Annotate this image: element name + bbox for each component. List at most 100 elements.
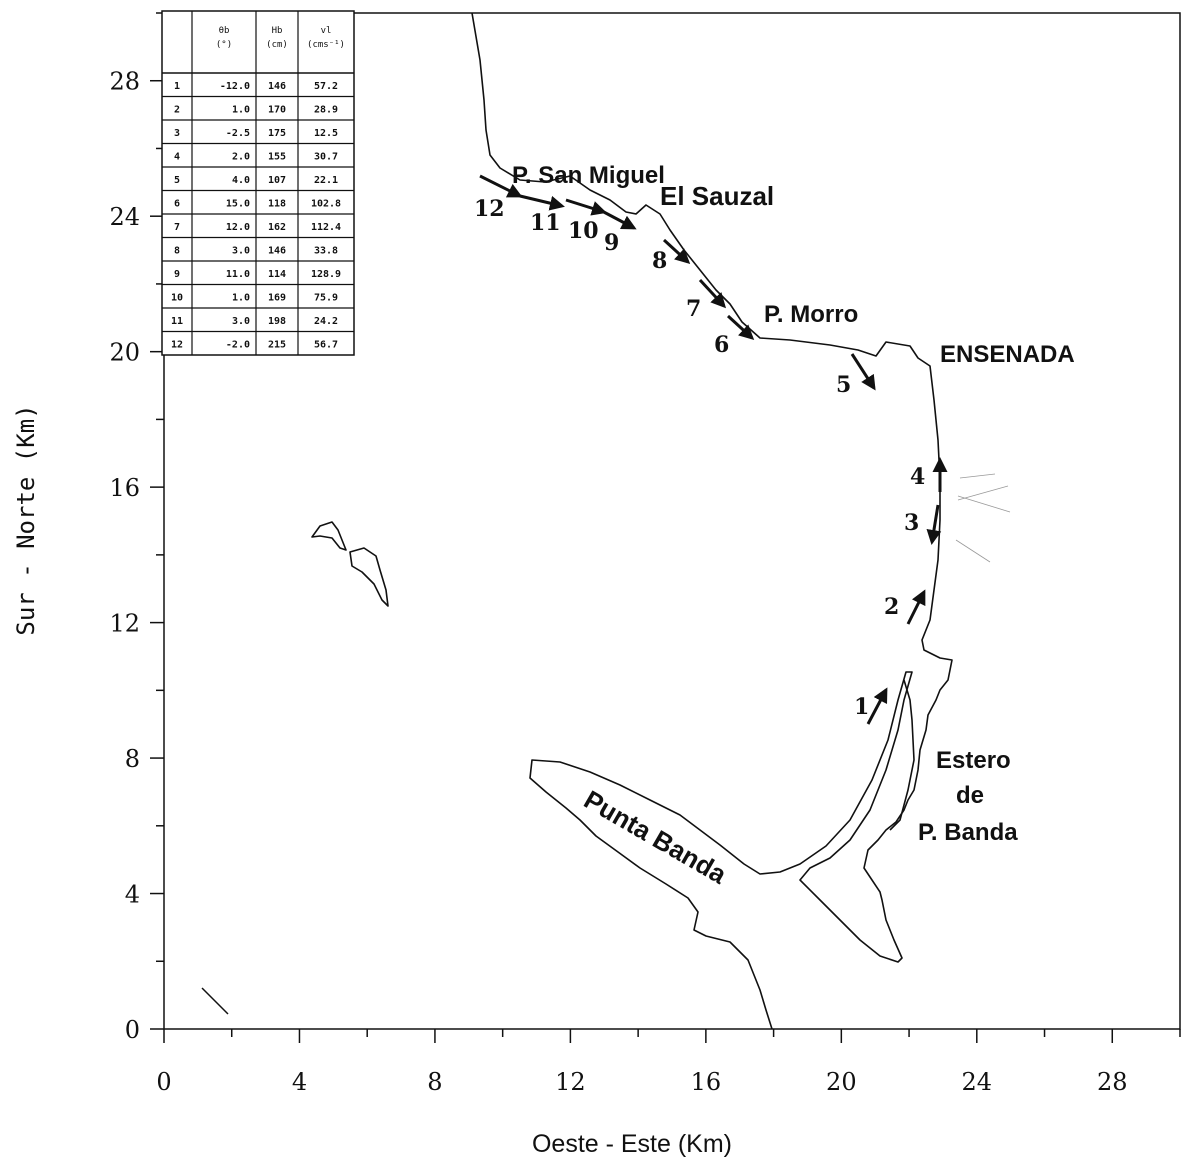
table-cell: 22.1 [314,175,338,186]
table-cell: 169 [268,293,286,304]
table-header: vl [321,26,332,36]
x-tick-label: 0 [156,1068,171,1096]
plot-frame [163,12,1181,1030]
table-cell: 162 [268,222,286,233]
table-cell: 1 [174,81,180,92]
table-cell: 107 [268,175,286,186]
y-tick-label: 16 [109,474,140,502]
table-header-unit: (cms⁻¹) [307,40,345,50]
table-cell: 170 [268,105,286,116]
table-cell: 146 [268,81,286,92]
table-cell: 30.7 [314,152,338,163]
y-tick-label: 12 [109,610,140,638]
x-tick-label: 16 [691,1068,722,1096]
table-border [161,10,355,356]
label-estero-1: Estero [936,747,1011,774]
station-label-5: 5 [836,372,851,398]
table-header: Hb [272,26,283,36]
table-cell: -2.0 [226,340,250,351]
station-arrow-8 [662,238,691,265]
table-cell: 215 [268,340,286,351]
faint-lines [955,473,1011,563]
table-cell: 175 [268,128,286,139]
label-morro: P. Morro [764,301,858,328]
table-cell: 57.2 [314,81,338,92]
table-cell: 9 [174,269,180,280]
y-tick-label: 28 [109,68,140,96]
station-label-11: 11 [530,210,561,236]
table-cell: 12 [171,340,183,351]
table-cell: 12.0 [226,222,250,233]
x-tick-label: 20 [826,1068,857,1096]
y-tick-label: 8 [125,745,140,773]
table-cell: 128.9 [311,269,341,280]
station-arrow-12 [479,174,523,198]
table-cell: 1.0 [232,293,250,304]
x-tick-labels: 0 4 8 12 16 20 24 28 [156,1068,1127,1096]
table-cell: 11.0 [226,269,250,280]
label-estero-3: P. Banda [918,819,1018,846]
station-arrow-5 [850,353,876,391]
station-arrow-1 [866,687,888,725]
station-label-1: 1 [854,694,869,720]
x-tick-label: 4 [292,1068,307,1096]
table-header-unit: (°) [216,40,232,50]
table-cell: 6 [174,199,180,210]
table-cell: 3.0 [232,246,250,257]
y-tick-label: 20 [109,339,140,367]
scan-mark [201,987,229,1015]
table-cell: 75.9 [314,293,338,304]
table-cell: 1.0 [232,105,250,116]
table-cell: 56.7 [314,340,338,351]
x-tick-label: 8 [427,1068,442,1096]
table-cell: 2.0 [232,152,250,163]
label-ensenada: ENSENADA [940,341,1075,368]
table-cell: 114 [268,269,286,280]
table-cell: 15.0 [226,199,250,210]
label-estero-2: de [956,782,984,809]
station-label-6: 6 [714,332,729,358]
table-cell: 155 [268,152,286,163]
station-label-7: 7 [686,296,701,322]
table-cell: -2.5 [226,128,250,139]
island [311,521,389,607]
table-cell: 2 [174,105,180,116]
x-axis-title: Oeste - Este (Km) [532,1130,732,1158]
x-tick-label: 12 [555,1068,586,1096]
station-arrow-11 [519,194,565,211]
station-arrow-3 [926,504,942,545]
label-el-sauzal: El Sauzal [660,181,774,211]
station-label-12: 12 [474,196,505,222]
y-tick-label: 24 [109,203,140,231]
table-cell: 7 [174,222,180,233]
table-cell: 33.8 [314,246,338,257]
table-cell: 3 [174,128,180,139]
station-label-10: 10 [568,218,599,244]
table-cell: -12.0 [220,81,250,92]
station-label-8: 8 [652,248,667,274]
table-cell: 112.4 [311,222,341,233]
table-cell: 10 [171,293,183,304]
y-axis-title: Sur - Norte (Km) [12,404,40,635]
table-cell: 102.8 [311,199,341,210]
table-header-unit: (cm) [266,40,288,50]
x-tick-label: 24 [962,1068,993,1096]
table-cell: 28.9 [314,105,338,116]
table-cell: 5 [174,175,180,186]
y-tick-label: 0 [125,1016,140,1044]
station-label-3: 3 [904,510,919,536]
table-cell: 146 [268,246,286,257]
table-cell: 4.0 [232,175,250,186]
station-arrow-10 [565,198,607,216]
table-cell: 198 [268,316,286,327]
y-tick-label: 4 [125,881,140,909]
label-san-miguel: P. San Miguel [512,162,665,189]
x-tick-label: 28 [1097,1068,1128,1096]
table-cell: 118 [268,199,286,210]
estero-channel [889,679,915,831]
table-cell: 3.0 [232,316,250,327]
station-label-2: 2 [884,594,899,620]
table-cell: 12.5 [314,128,338,139]
